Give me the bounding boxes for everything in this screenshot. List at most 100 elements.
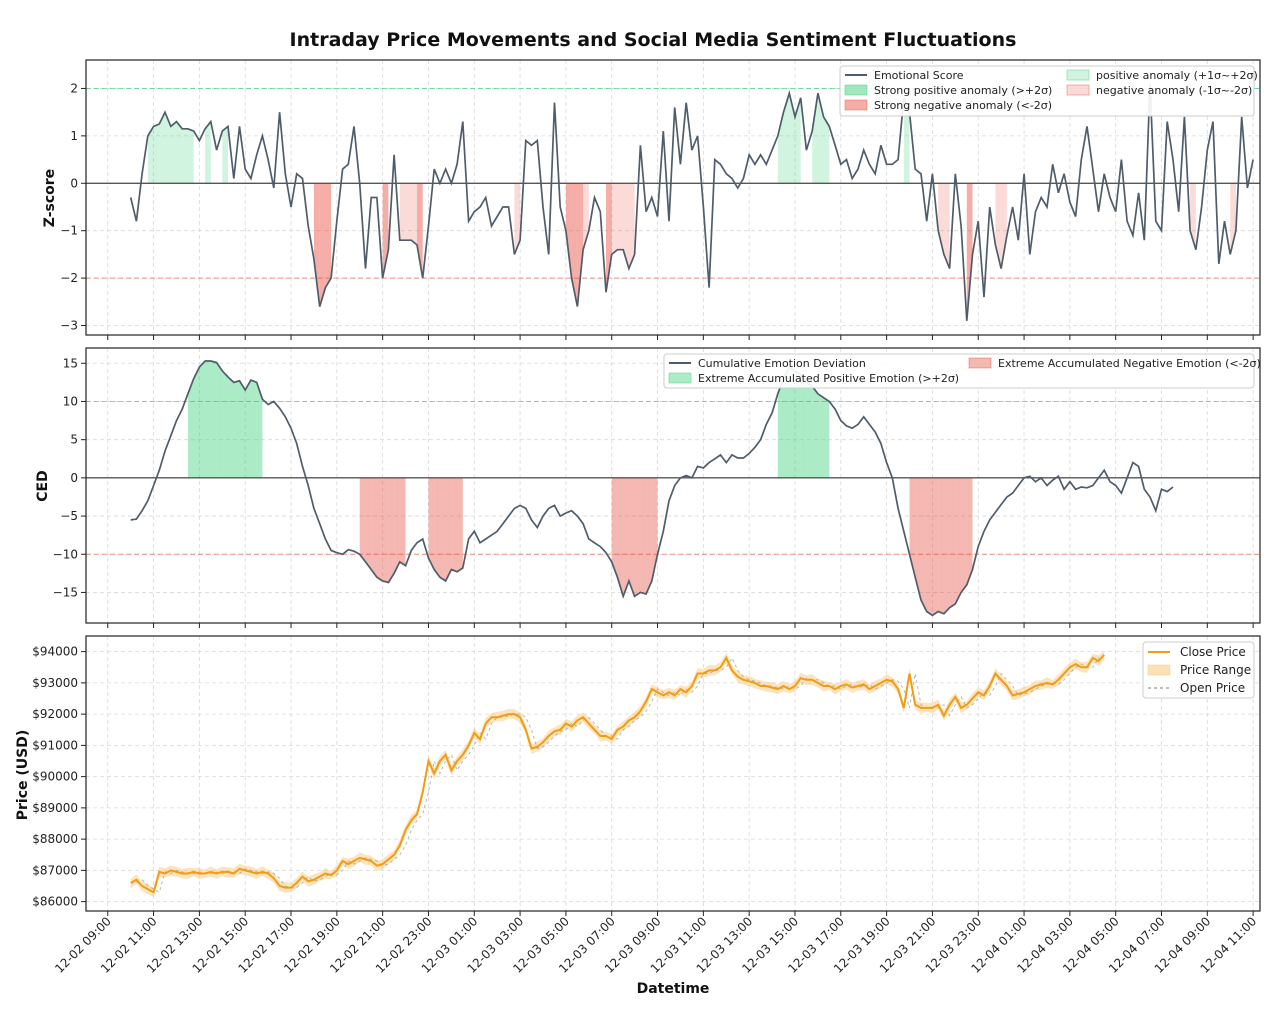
negative-anomaly-fill — [451, 477, 458, 572]
ced-grid — [86, 348, 1260, 623]
negative-anomaly-fill — [1001, 183, 1007, 269]
positive-anomaly-fill — [193, 367, 200, 478]
legend-label: Emotional Score — [874, 69, 964, 82]
positive-anomaly-fill — [210, 360, 217, 478]
ced-plot-area — [86, 360, 1260, 617]
ced-frame — [85, 347, 1261, 624]
negative-anomaly-fill — [439, 477, 446, 581]
negative-anomaly-fill — [623, 477, 629, 597]
price-y-tick-label: $90000 — [32, 770, 78, 784]
negative-anomaly-fill — [428, 477, 435, 570]
price-grid — [86, 636, 1260, 911]
positive-anomaly-fill — [777, 112, 784, 184]
positive-anomaly-fill — [222, 370, 229, 478]
price-y-tick-label: $93000 — [32, 676, 78, 690]
zscore-plot-area — [86, 83, 1260, 321]
positive-anomaly-fill — [222, 126, 229, 184]
negative-anomaly-fill — [938, 183, 944, 255]
ced-y-tick-label: 10 — [63, 394, 78, 408]
positive-anomaly-fill — [153, 124, 160, 184]
positive-anomaly-fill — [165, 112, 171, 184]
ced-y-tick-label: 0 — [70, 471, 78, 485]
positive-anomaly-fill — [187, 378, 194, 478]
negative-anomaly-fill — [399, 477, 406, 566]
positive-anomaly-fill — [245, 380, 251, 478]
negative-anomaly-fill — [966, 477, 973, 585]
negative-anomaly-fill — [966, 183, 973, 321]
negative-anomaly-fill — [920, 477, 927, 612]
legend-box — [663, 353, 1255, 389]
negative-anomaly-fill — [577, 183, 584, 307]
negative-anomaly-fill — [617, 183, 624, 250]
negative-anomaly-fill — [365, 477, 372, 570]
positive-anomaly-fill — [789, 93, 795, 184]
positive-anomaly-fill — [783, 93, 790, 184]
positive-anomaly-fill — [806, 382, 813, 478]
ced-y-tick-label: 15 — [63, 356, 78, 370]
positive-anomaly-fill — [239, 380, 246, 478]
legend-label: Extreme Accumulated Negative Emotion (<-… — [998, 357, 1261, 370]
ced-y-tick-label: −10 — [53, 547, 78, 561]
legend-label: Close Price — [1180, 645, 1246, 659]
positive-anomaly-fill — [823, 397, 830, 478]
positive-anomaly-fill — [199, 360, 206, 478]
negative-anomaly-fill — [514, 183, 521, 255]
negative-anomaly-fill — [646, 477, 652, 594]
negative-anomaly-fill — [955, 477, 962, 604]
price-panel: $94000 $93000 $92000 $91000 $90000 $89000 $880… — [32, 635, 1261, 916]
positive-anomaly-fill — [170, 121, 177, 184]
negative-anomaly-fill — [359, 477, 366, 562]
legend-patch-swatch — [1147, 664, 1171, 676]
negative-anomaly-fill — [457, 477, 463, 572]
negative-anomaly-fill — [938, 477, 944, 614]
close-price-line — [130, 654, 1105, 894]
zscore-y-tick-label: −3 — [60, 319, 78, 333]
positive-anomaly-fill — [823, 116, 830, 184]
price-frame — [85, 635, 1261, 912]
positive-anomaly-fill — [228, 377, 234, 478]
legend-patch-swatch — [1066, 84, 1090, 96]
ced-y-tick-label: −5 — [60, 509, 78, 523]
ced-panel: 15 10 5 0 −5 −10 −15 Cumulative Emotion Deviati… — [53, 347, 1261, 628]
zscore-axis-label: Z-score — [42, 169, 58, 227]
positive-anomaly-fill — [205, 360, 211, 478]
legend-patch-swatch — [1066, 69, 1090, 81]
negative-anomaly-fill — [623, 183, 629, 269]
positive-anomaly-fill — [812, 386, 818, 478]
zscore-frame — [85, 59, 1261, 336]
negative-anomaly-fill — [961, 477, 967, 593]
positive-anomaly-fill — [817, 393, 824, 478]
negative-anomaly-fill — [388, 477, 395, 583]
positive-anomaly-fill — [187, 128, 194, 184]
positive-anomaly-fill — [812, 93, 818, 184]
legend-label: negative anomaly (-1σ~-2σ) — [1096, 84, 1252, 97]
positive-anomaly-fill — [176, 121, 183, 184]
zscore-y-tick-label: 2 — [70, 81, 78, 95]
ced-y-tick-label: 5 — [70, 433, 78, 447]
positive-anomaly-fill — [216, 362, 223, 478]
zscore-legend: Emotional Score Strong positive anomaly (… — [839, 65, 1258, 117]
negative-anomaly-fill — [932, 477, 939, 616]
emotional-score-line — [129, 83, 1254, 321]
price-y-tick-label: $89000 — [32, 801, 78, 815]
negative-anomaly-fill — [628, 183, 635, 269]
ced-y-tick-label: −15 — [53, 585, 78, 599]
negative-anomaly-fill — [909, 477, 916, 578]
negative-anomaly-fill — [319, 183, 326, 307]
negative-anomaly-fill — [411, 183, 418, 245]
negative-anomaly-fill — [605, 183, 612, 293]
negative-anomaly-fill — [943, 477, 950, 614]
positive-anomaly-fill — [182, 128, 188, 184]
negative-anomaly-fill — [640, 477, 647, 594]
price-y-tick-label: $87000 — [32, 863, 78, 877]
negative-anomaly-fill — [376, 477, 383, 581]
legend-patch-swatch — [844, 99, 868, 111]
zscore-y-tick-label: −2 — [60, 271, 78, 285]
negative-anomaly-fill — [325, 183, 332, 288]
negative-anomaly-fill — [434, 477, 440, 578]
legend-label: Extreme Accumulated Positive Emotion (>+… — [698, 372, 959, 385]
positive-anomaly-fill — [903, 97, 910, 184]
negative-anomaly-fill — [611, 477, 618, 578]
negative-anomaly-fill — [445, 477, 452, 581]
